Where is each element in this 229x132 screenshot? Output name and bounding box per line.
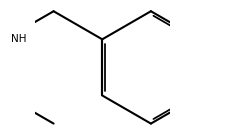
Text: NH: NH <box>11 34 26 44</box>
